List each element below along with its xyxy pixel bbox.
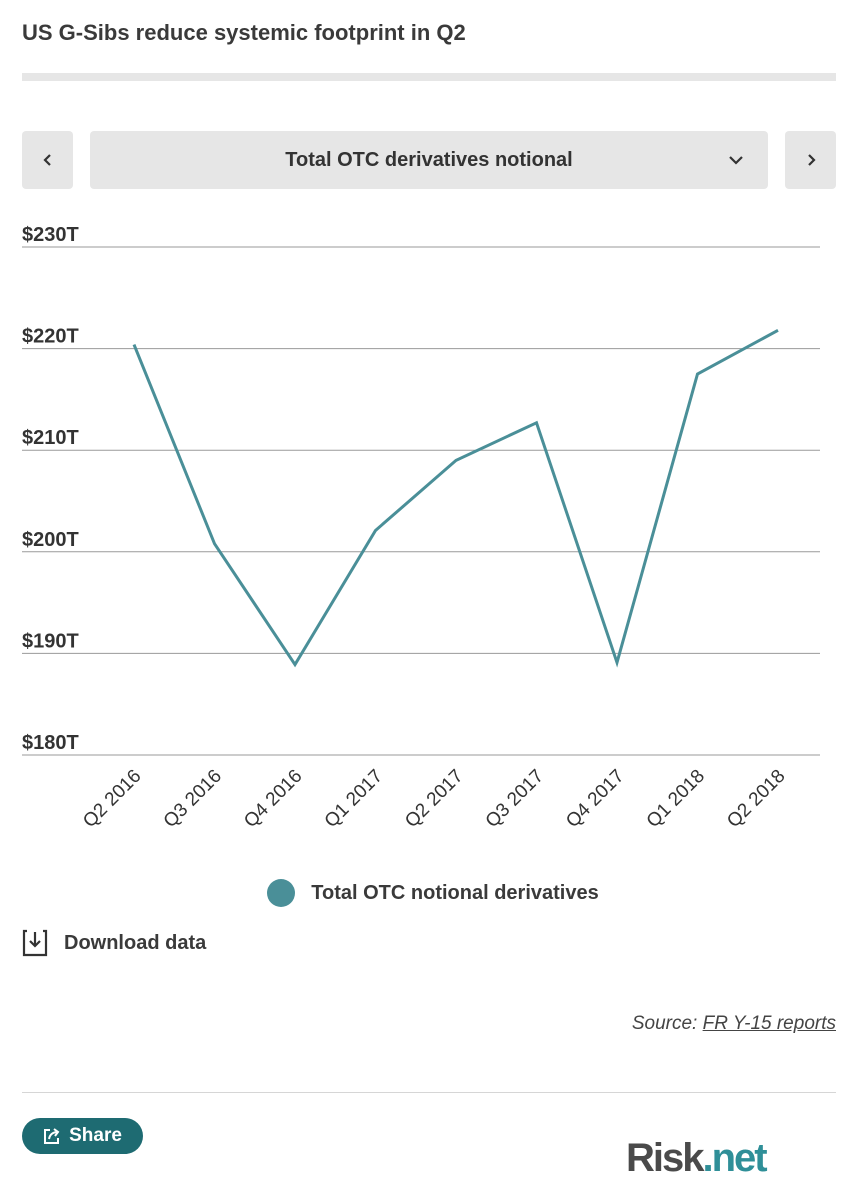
risk-net-logo: Risk.net — [626, 1136, 768, 1180]
share-button[interactable]: Share — [22, 1118, 143, 1154]
share-label: Share — [69, 1125, 122, 1146]
source-link[interactable]: FR Y-15 reports — [702, 1013, 836, 1034]
data-point[interactable] — [531, 417, 543, 429]
download-data-label: Download data — [64, 931, 207, 954]
source-note: Source: FR Y-15 reports — [632, 1013, 836, 1035]
x-tick-label: Q4 2016 — [240, 766, 306, 832]
logo-text-risk: Risk — [626, 1136, 704, 1180]
y-gridlines — [22, 246, 820, 756]
y-tick-label: $180T — [22, 732, 79, 754]
y-tick-label: $210T — [22, 427, 79, 449]
x-tick-label: Q2 2016 — [79, 766, 145, 832]
data-point[interactable] — [289, 659, 301, 671]
chart-legend: Total OTC notional derivatives — [0, 873, 866, 913]
legend-swatch[interactable] — [267, 879, 296, 907]
series-layer — [128, 324, 784, 671]
logo-text-net: .net — [702, 1136, 768, 1180]
chevron-right-icon — [807, 154, 816, 166]
y-tick-label: $220T — [22, 326, 79, 348]
next-chart-button[interactable] — [785, 131, 836, 189]
y-axis-tick-labels: $230T $220T $210T $200T $190T $180T — [22, 224, 79, 754]
x-axis-tick-labels: Q2 2016 Q3 2016 Q4 2016 Q1 2017 Q2 2017 Q3 20… — [79, 766, 789, 832]
footer-divider — [22, 1092, 836, 1093]
y-tick-label: $190T — [22, 630, 79, 652]
chart-selector-label: Total OTC derivatives notional — [285, 148, 573, 171]
series-line[interactable] — [132, 328, 779, 668]
line-chart: $230T$220T$210T$200T$190T$180T Q2 2016 Q3… — [22, 224, 820, 832]
chart-selector-dropdown[interactable]: Total OTC derivatives notional — [90, 131, 768, 189]
y-tick-label: $200T — [22, 529, 79, 551]
x-tick-label: Q3 2016 — [160, 766, 226, 832]
x-tick-label: Q2 2018 — [723, 766, 789, 832]
data-point[interactable] — [772, 324, 784, 336]
data-point[interactable] — [692, 368, 704, 380]
data-point[interactable] — [209, 538, 221, 550]
chevron-down-icon — [729, 156, 743, 165]
data-point[interactable] — [128, 339, 140, 351]
chevron-left-icon — [42, 154, 51, 166]
source-prefix: Source: — [631, 1013, 703, 1034]
title-divider — [22, 73, 836, 81]
data-point[interactable] — [450, 454, 462, 466]
x-tick-label: Q3 2017 — [482, 766, 548, 832]
x-tick-label: Q4 2017 — [562, 766, 628, 832]
data-point[interactable] — [611, 657, 623, 669]
chart-title: US G-Sibs reduce systemic footprint in Q… — [22, 20, 466, 45]
x-tick-label: Q1 2017 — [321, 766, 387, 832]
download-icon — [22, 929, 48, 957]
x-tick-label: Q2 2017 — [401, 766, 467, 832]
legend-label[interactable]: Total OTC notional derivatives — [311, 881, 599, 904]
y-tick-label: $230T — [22, 224, 79, 246]
data-point[interactable] — [370, 524, 382, 536]
share-icon — [44, 1128, 60, 1144]
x-tick-label: Q1 2018 — [643, 766, 709, 832]
download-data-button[interactable]: Download data — [22, 925, 206, 961]
previous-chart-button[interactable] — [22, 131, 73, 189]
